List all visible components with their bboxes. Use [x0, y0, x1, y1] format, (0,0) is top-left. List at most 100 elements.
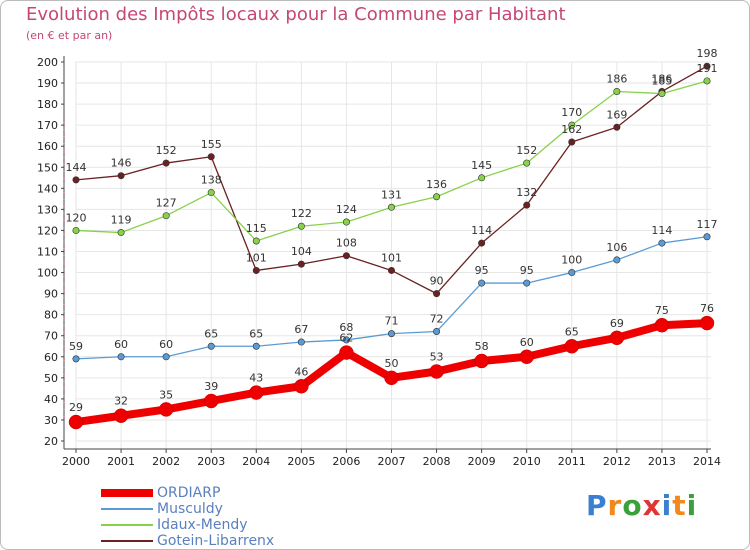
- data-label-idaux-mendy: 170: [561, 106, 582, 119]
- data-label-gotein-libarrenx: 101: [246, 251, 267, 264]
- x-tick-label: 2003: [197, 455, 225, 468]
- data-label-ordiarp: 50: [385, 357, 399, 370]
- y-tick-label: 200: [37, 56, 58, 69]
- data-point-musculdy: [703, 233, 711, 241]
- x-tick-label: 2006: [332, 455, 360, 468]
- data-point-idaux-mendy: [613, 87, 621, 95]
- data-point-ordiarp: [339, 345, 354, 360]
- data-point-gotein-libarrenx: [297, 260, 305, 268]
- data-point-ordiarp: [294, 379, 309, 394]
- data-point-idaux-mendy: [387, 203, 395, 211]
- data-label-gotein-libarrenx: 152: [156, 144, 177, 157]
- y-tick-label: 180: [37, 98, 58, 111]
- data-point-idaux-mendy: [342, 218, 350, 226]
- data-label-gotein-libarrenx: 169: [606, 108, 627, 121]
- data-label-musculdy: 95: [475, 264, 489, 277]
- x-tick-label: 2009: [468, 455, 496, 468]
- data-point-musculdy: [613, 256, 621, 264]
- y-tick-label: 170: [37, 119, 58, 132]
- x-tick-label: 2007: [378, 455, 406, 468]
- data-label-ordiarp: 69: [610, 317, 624, 330]
- data-point-ordiarp: [609, 330, 625, 346]
- data-label-musculdy: 117: [697, 218, 718, 231]
- data-point-gotein-libarrenx: [207, 153, 215, 161]
- y-tick-label: 20: [44, 435, 58, 448]
- data-point-ordiarp: [564, 339, 580, 354]
- data-point-ordiarp: [203, 393, 219, 409]
- data-point-musculdy: [72, 355, 80, 363]
- x-tick-label: 2005: [287, 455, 315, 468]
- legend-swatch: [101, 540, 153, 542]
- data-label-gotein-libarrenx: 101: [381, 251, 402, 264]
- y-tick-label: 80: [44, 309, 58, 322]
- data-label-musculdy: 60: [114, 338, 128, 351]
- y-tick-label: 50: [44, 372, 58, 385]
- data-point-ordiarp: [429, 364, 444, 379]
- brand-letter: x: [642, 489, 662, 522]
- legend-item-gotein-libarrenx: Gotein-Libarrenx: [101, 533, 274, 549]
- data-label-idaux-mendy: 191: [697, 62, 718, 75]
- data-label-gotein-libarrenx: 108: [336, 237, 357, 250]
- data-point-idaux-mendy: [117, 229, 125, 237]
- data-point-ordiarp: [654, 317, 670, 333]
- y-tick-label: 70: [44, 330, 58, 343]
- data-label-musculdy: 100: [561, 254, 582, 267]
- data-point-ordiarp: [474, 353, 489, 369]
- legend-swatch: [101, 489, 153, 497]
- data-point-idaux-mendy: [297, 222, 305, 230]
- data-label-ordiarp: 53: [430, 351, 444, 364]
- data-label-gotein-libarrenx: 104: [291, 245, 312, 258]
- data-label-musculdy: 72: [430, 313, 444, 326]
- data-label-gotein-libarrenx: 198: [697, 47, 718, 60]
- data-label-idaux-mendy: 186: [606, 72, 627, 85]
- data-label-ordiarp: 58: [475, 340, 489, 353]
- x-tick-label: 2008: [423, 455, 451, 468]
- data-label-musculdy: 67: [294, 323, 308, 336]
- data-label-ordiarp: 76: [700, 302, 714, 315]
- data-point-ordiarp: [699, 315, 715, 331]
- data-label-musculdy: 114: [651, 224, 672, 237]
- data-label-ordiarp: 35: [159, 388, 173, 401]
- data-point-idaux-mendy: [568, 121, 576, 129]
- data-label-gotein-libarrenx: 90: [430, 275, 444, 288]
- data-point-ordiarp: [158, 402, 174, 417]
- data-label-idaux-mendy: 131: [381, 188, 402, 201]
- y-tick-label: 190: [37, 77, 58, 90]
- data-point-musculdy: [478, 279, 486, 287]
- data-point-idaux-mendy: [252, 237, 260, 245]
- data-point-gotein-libarrenx: [568, 138, 576, 146]
- data-label-musculdy: 68: [339, 321, 353, 334]
- data-point-idaux-mendy: [433, 193, 441, 201]
- data-label-idaux-mendy: 145: [471, 159, 492, 172]
- x-tick-label: 2011: [558, 455, 586, 468]
- data-label-musculdy: 59: [69, 340, 83, 353]
- legend-item-ordiarp: ORDIARP: [101, 485, 274, 501]
- y-tick-label: 60: [44, 351, 58, 364]
- data-label-musculdy: 106: [606, 241, 627, 254]
- data-label-idaux-mendy: 138: [201, 174, 222, 187]
- data-point-ordiarp: [113, 408, 129, 423]
- data-point-gotein-libarrenx: [703, 62, 711, 70]
- x-tick-label: 2012: [603, 455, 631, 468]
- data-point-musculdy: [658, 239, 666, 247]
- data-label-idaux-mendy: 185: [651, 75, 672, 88]
- y-tick-label: 130: [37, 203, 58, 216]
- data-label-gotein-libarrenx: 155: [201, 138, 222, 151]
- data-point-musculdy: [117, 353, 125, 361]
- data-label-ordiarp: 60: [520, 336, 534, 349]
- data-label-gotein-libarrenx: 186: [651, 72, 672, 85]
- y-tick-label: 120: [37, 224, 58, 237]
- legend-item-idaux-mendy: Idaux-Mendy: [101, 517, 274, 533]
- x-tick-label: 2004: [242, 455, 270, 468]
- data-label-idaux-mendy: 122: [291, 207, 312, 220]
- brand-letter: P: [586, 489, 608, 522]
- data-point-ordiarp: [249, 385, 264, 400]
- data-point-gotein-libarrenx: [162, 159, 170, 167]
- data-point-gotein-libarrenx: [523, 201, 531, 209]
- data-label-idaux-mendy: 119: [111, 214, 132, 227]
- data-label-musculdy: 65: [249, 327, 263, 340]
- data-point-ordiarp: [68, 414, 84, 430]
- data-point-musculdy: [207, 342, 215, 350]
- data-point-gotein-libarrenx: [342, 252, 350, 260]
